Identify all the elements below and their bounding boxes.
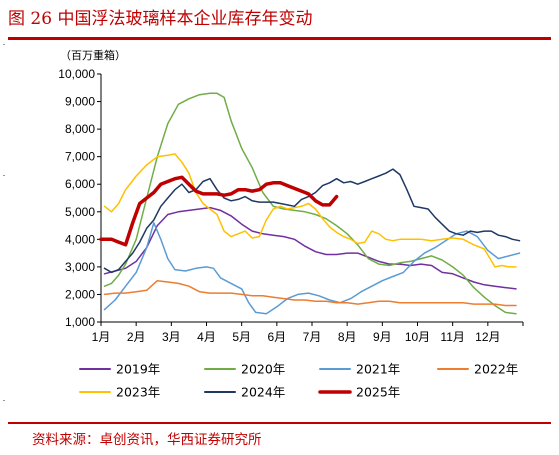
x-tick-label: 9月: [373, 330, 392, 344]
series-line-2020年: [103, 92, 517, 315]
y-tick-label: 2,000: [65, 287, 95, 301]
legend-label: 2020年: [241, 362, 285, 377]
y-tick-label: 3,000: [65, 260, 95, 274]
y-tick-label: 4,000: [65, 232, 95, 246]
y-tick-label: 7,000: [65, 150, 95, 164]
y-tick-label: 6,000: [65, 177, 95, 191]
y-unit-label: （百万重箱）: [60, 48, 126, 62]
margin-tick-bottom: [3, 400, 5, 401]
x-tick-label: 2月: [127, 330, 146, 344]
x-tick-label: 3月: [162, 330, 181, 344]
legend-label: 2022年: [474, 362, 518, 377]
legend-label: 2021年: [356, 362, 400, 377]
legend-label: 2024年: [241, 385, 285, 400]
page-title: 图 26 中国浮法玻璃样本企业库存年变动: [8, 9, 313, 29]
series-line-2023年: [103, 153, 517, 268]
x-tick-label: 7月: [303, 330, 322, 344]
x-tick-label: 5月: [232, 330, 251, 344]
series-line-2022年: [103, 279, 517, 307]
y-tick-label: 9,000: [65, 95, 95, 109]
series-line-2021年: [103, 222, 521, 315]
series-line-2019年: [103, 206, 517, 290]
y-tick-label: 1,000: [65, 315, 95, 329]
x-tick-label: 11月: [440, 330, 464, 344]
series-lines: [99, 92, 521, 315]
y-tick-label: 10,000: [58, 67, 95, 81]
axes: 1,000 2,000 3,000 4,000 5,000 6,000 7,000 8,000…: [58, 67, 524, 344]
x-tick-label: 8月: [338, 330, 357, 344]
y-tick-label: 5,000: [65, 205, 95, 219]
x-tick-label: 12月: [475, 330, 500, 344]
margin-tick-top: [3, 44, 5, 45]
x-tick-label: 6月: [267, 330, 286, 344]
series-line-2025年: [99, 175, 339, 247]
legend-label: 2019年: [116, 362, 160, 377]
legend-label: 2023年: [116, 385, 160, 400]
y-tick-label: 8,000: [65, 122, 95, 136]
x-tick-label: 10月: [405, 330, 430, 344]
series-line-2024年: [103, 168, 521, 274]
source-rule: [8, 422, 551, 424]
legend: 2019年 2020年 2021年 2022年 2023年 2024年 2025年: [79, 362, 518, 400]
source-note: 资料来源：卓创资讯，华西证券研究所: [32, 432, 262, 448]
x-tick-label: 4月: [197, 330, 216, 344]
legend-label: 2025年: [356, 385, 400, 400]
x-tick-label: 1月: [92, 330, 111, 344]
margin-tick-mid: [3, 175, 5, 176]
title-rule: [8, 37, 551, 40]
